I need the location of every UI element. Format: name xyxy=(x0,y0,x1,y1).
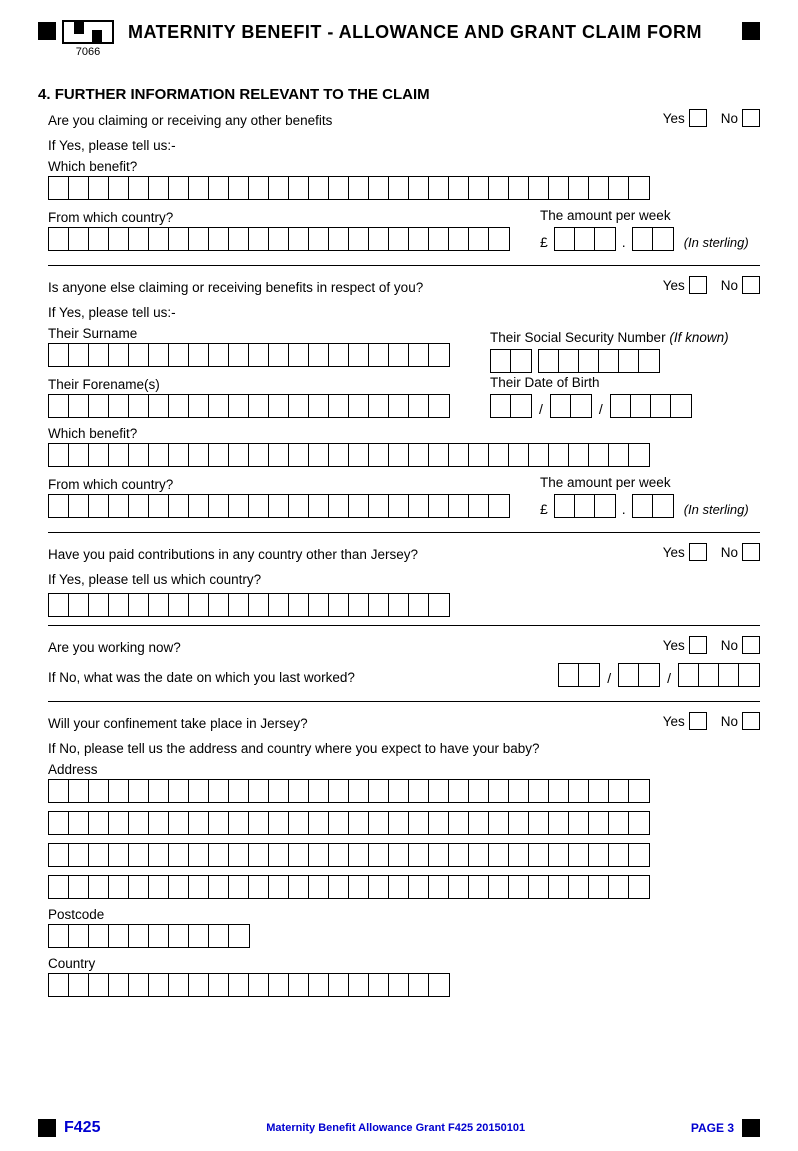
q2-surname-input[interactable] xyxy=(48,343,450,367)
q1-no-box[interactable] xyxy=(742,109,760,127)
alignment-marker xyxy=(38,1119,56,1137)
q1-text: Are you claiming or receiving any other … xyxy=(48,113,332,128)
q1-yesno: Yes No xyxy=(663,109,760,127)
q1-country-amount: From which country? The amount per week … xyxy=(48,208,760,259)
separator xyxy=(48,265,760,266)
alignment-marker xyxy=(38,22,56,40)
q1-country-input[interactable] xyxy=(48,227,510,251)
q2-country-input[interactable] xyxy=(48,494,510,518)
page-header: 7066 MATERNITY BENEFIT - ALLOWANCE AND G… xyxy=(38,20,760,58)
form-logo xyxy=(62,20,114,44)
q2-no-box[interactable] xyxy=(742,276,760,294)
q5-address-line[interactable] xyxy=(48,779,650,803)
q5-yes-box[interactable] xyxy=(689,712,707,730)
q2-yes-box[interactable] xyxy=(689,276,707,294)
q3-country-input[interactable] xyxy=(48,593,450,617)
q5-country-input[interactable] xyxy=(48,973,450,997)
alignment-marker xyxy=(742,1119,760,1137)
q4-date-y[interactable] xyxy=(678,663,760,687)
logo-number: 7066 xyxy=(76,46,100,58)
form-code: F425 xyxy=(64,1119,100,1137)
q1-ifyes: If Yes, please tell us:- xyxy=(48,138,760,153)
footer-title: Maternity Benefit Allowance Grant F425 2… xyxy=(100,1122,690,1134)
q4-no-box[interactable] xyxy=(742,636,760,654)
q5-address-line[interactable] xyxy=(48,811,650,835)
logo-block: 7066 xyxy=(62,20,114,58)
page-footer: F425 Maternity Benefit Allowance Grant F… xyxy=(0,1119,798,1137)
q5-address-line[interactable] xyxy=(48,875,650,899)
q2-amount-dec[interactable] xyxy=(632,494,674,518)
section-title: 4. FURTHER INFORMATION RELEVANT TO THE C… xyxy=(38,86,760,103)
q2-ssn-a[interactable] xyxy=(490,349,532,373)
q5-postcode-input[interactable] xyxy=(48,924,250,948)
q2-dob-y[interactable] xyxy=(610,394,692,418)
q2-amount-whole[interactable] xyxy=(554,494,616,518)
q1-which-input[interactable] xyxy=(48,176,650,200)
q2-ssn-b[interactable] xyxy=(538,349,660,373)
q1-yes-box[interactable] xyxy=(689,109,707,127)
q5-address-block xyxy=(48,779,760,899)
q1-amount-whole[interactable] xyxy=(554,227,616,251)
q4-date-d[interactable] xyxy=(558,663,600,687)
q2-dob-m[interactable] xyxy=(550,394,592,418)
q1-amount-dec[interactable] xyxy=(632,227,674,251)
page-number: PAGE 3 xyxy=(691,1121,734,1135)
q2-which-input[interactable] xyxy=(48,443,650,467)
q3-yes-box[interactable] xyxy=(689,543,707,561)
page-title: MATERNITY BENEFIT - ALLOWANCE AND GRANT … xyxy=(128,22,702,43)
q5-no-box[interactable] xyxy=(742,712,760,730)
form-page: 7066 MATERNITY BENEFIT - ALLOWANCE AND G… xyxy=(0,0,798,1151)
q5-address-line[interactable] xyxy=(48,843,650,867)
alignment-marker xyxy=(742,22,760,40)
q2-forename-input[interactable] xyxy=(48,394,450,418)
section-content: Are you claiming or receiving any other … xyxy=(38,109,760,997)
q4-yes-box[interactable] xyxy=(689,636,707,654)
q1-which-label: Which benefit? xyxy=(48,159,760,174)
q2-dob-d[interactable] xyxy=(490,394,532,418)
q4-date-m[interactable] xyxy=(618,663,660,687)
q1-row: Are you claiming or receiving any other … xyxy=(48,109,760,134)
q2-row: Is anyone else claiming or receiving ben… xyxy=(48,276,760,301)
q3-no-box[interactable] xyxy=(742,543,760,561)
